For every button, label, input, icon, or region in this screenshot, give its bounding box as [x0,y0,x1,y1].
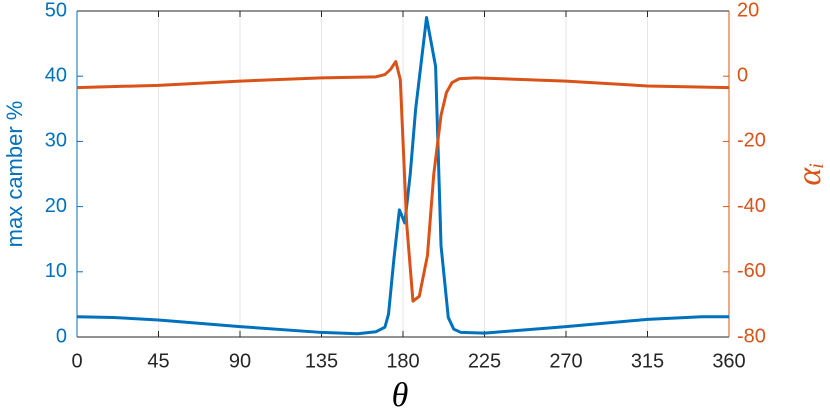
x-tick-label: 0 [71,350,82,372]
x-tick-label: 45 [147,350,169,372]
y-axis-label: max camber % [2,101,27,248]
y2-tick-label: -60 [737,260,766,282]
y2-tick-label: -20 [737,130,766,152]
x-tick-label: 90 [229,350,251,372]
series-line [76,60,730,303]
series-line [76,16,729,336]
y2-tick-label: 0 [737,64,748,86]
y2-tick-label: -40 [737,195,766,217]
x-axis-label: θ [392,377,409,414]
y-tick-label: 20 [45,195,67,217]
x-tick-label: 315 [631,350,664,372]
y-tick-label: 10 [45,260,67,282]
y2-tick-label: 20 [737,0,759,21]
x-tick-label: 180 [386,350,419,372]
x-tick-label: 270 [549,350,582,372]
x-tick-label: 135 [305,350,338,372]
x-tick-label: 225 [468,350,501,372]
y-tick-label: 50 [45,0,67,21]
y2-tick-label: -80 [737,325,766,347]
x-tick-label: 360 [712,350,745,372]
y2-axis-label: αᵢ [791,162,828,185]
y-tick-label: 0 [56,325,67,347]
y-tick-label: 40 [45,64,67,86]
y-tick-label: 30 [45,130,67,152]
